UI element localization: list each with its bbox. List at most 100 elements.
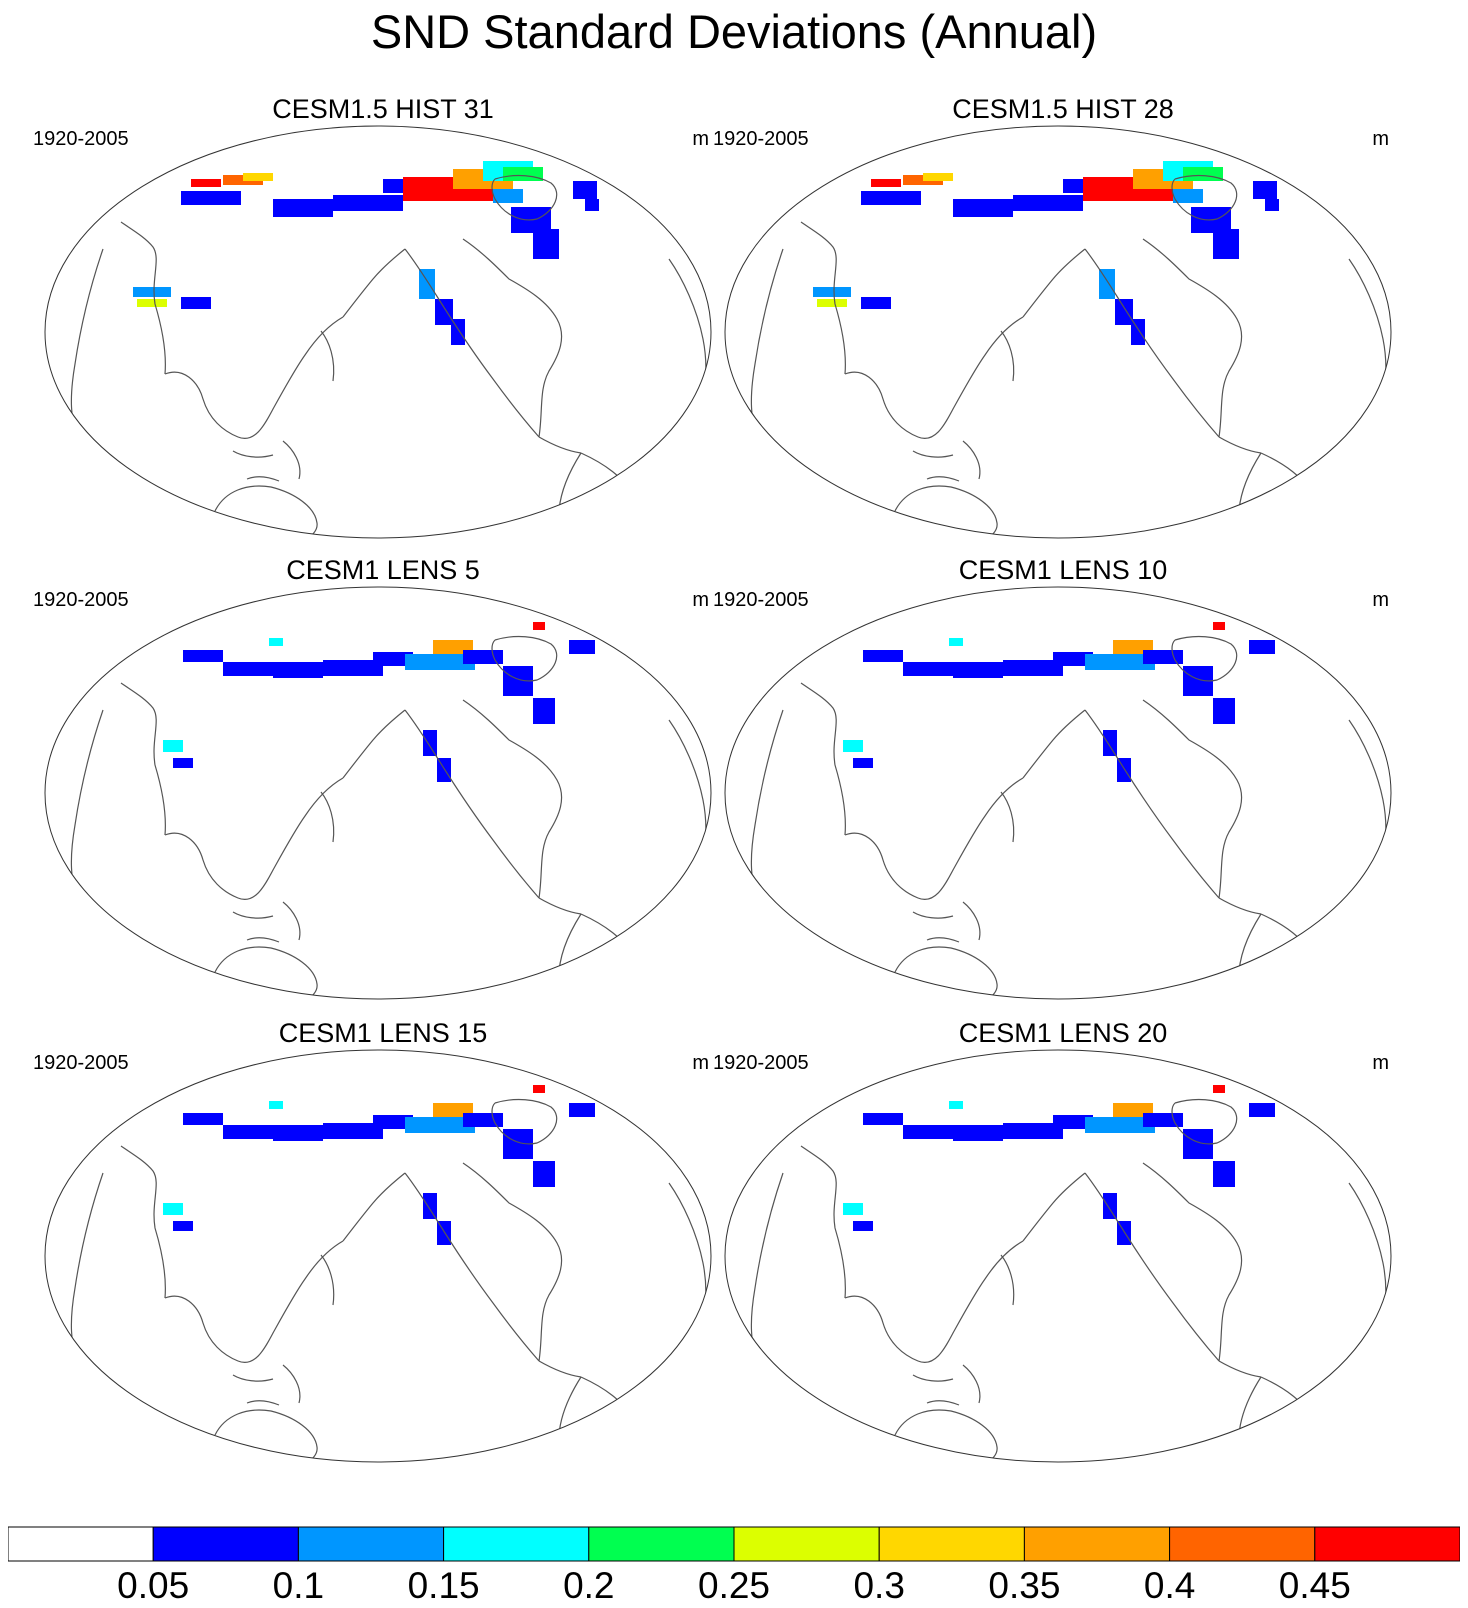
coastline [282, 1364, 301, 1404]
colorbar-tick-label: 0.15 [407, 1565, 480, 1606]
colorbar-swatch [1169, 1526, 1316, 1562]
snow-depth-patch [1085, 654, 1155, 670]
coastline [491, 635, 558, 682]
snow-depth-patch [223, 1125, 273, 1139]
snow-depth-patch [533, 229, 559, 259]
coastline [926, 476, 960, 482]
snow-depth-patch [163, 1203, 183, 1215]
snow-depth-patch [1249, 640, 1275, 654]
snow-depth-patch [1131, 319, 1145, 345]
ocean-background [45, 1050, 711, 1462]
snow-depth-patch [509, 553, 539, 554]
coastline [962, 440, 981, 480]
coastline [342, 1172, 406, 1242]
snow-depth-patch [1265, 199, 1279, 211]
snow-depth-patch [1183, 167, 1223, 181]
coastline [1022, 248, 1086, 318]
snow-depth-patch [1253, 181, 1277, 199]
coastline [1000, 330, 1015, 382]
snow-depth-patch [333, 195, 403, 211]
snow-depth-patch [451, 319, 465, 345]
coastline [214, 946, 318, 999]
colorbar-tick-label: 0.2 [563, 1565, 615, 1606]
coastline [326, 997, 334, 999]
coastline [538, 1360, 582, 1378]
map-boundary [724, 586, 1392, 1000]
snow-depth-patch [903, 662, 953, 676]
map-content [725, 587, 1391, 999]
panel-title: CESM1 LENS 10 [958, 555, 1168, 585]
coastline [120, 221, 166, 375]
coastline [462, 699, 563, 899]
snow-depth-patch [503, 1467, 519, 1473]
colorbar-tick-label: 0.45 [1278, 1565, 1351, 1606]
coastline [844, 1240, 1024, 1364]
snow-depth-patch [843, 740, 863, 752]
ocean-background [725, 587, 1391, 999]
snow-depth-patch [463, 650, 503, 664]
snow-depth-patch [273, 662, 323, 678]
colorbar-swatch [7, 1526, 154, 1562]
coastline [844, 316, 1024, 440]
coastline [342, 709, 406, 779]
snow-depth-patch [373, 652, 413, 666]
coastline [214, 485, 318, 538]
colorbar-swatch [443, 1526, 590, 1562]
coastline [1084, 709, 1220, 899]
snow-depth-patch [173, 758, 193, 768]
coastline [1171, 174, 1238, 221]
world-map [724, 1049, 1392, 1473]
snow-depth-patch [223, 662, 273, 676]
coastline [120, 1145, 166, 1299]
snow-depth-patch [181, 297, 211, 309]
coastline [1000, 1254, 1015, 1306]
figure-title: SND Standard Deviations (Annual) [370, 5, 1098, 58]
snow-depth-patch [133, 287, 171, 297]
snow-depth-patch [173, 1221, 193, 1231]
snow-depth-patch [863, 650, 903, 662]
panel-period-label: 1920-2005 [713, 128, 809, 150]
panel-period-label: 1920-2005 [33, 589, 129, 611]
snow-depth-patch [1003, 1123, 1063, 1139]
snow-depth-patch [533, 1085, 545, 1093]
snow-depth-patch [1213, 622, 1225, 630]
coastline [320, 330, 335, 382]
snow-depth-patch [843, 1203, 863, 1215]
snow-depth-patch [1099, 269, 1115, 299]
snow-depth-patch [423, 730, 437, 756]
coastline [404, 1172, 540, 1362]
coastline [246, 937, 280, 943]
panel-period-label: 1920-2005 [33, 128, 129, 150]
coastline [326, 536, 334, 538]
snow-depth-patch [923, 173, 953, 181]
ocean-background [725, 126, 1391, 538]
colorbar-swatch [1314, 1526, 1461, 1562]
coastline [246, 476, 280, 482]
ocean-background [725, 1050, 1391, 1462]
snow-depth-patch [861, 191, 921, 205]
coastline [164, 1240, 344, 1364]
snow-depth-patch [273, 199, 333, 217]
snow-depth-patch [323, 1123, 383, 1139]
snow-depth-patch [903, 1125, 953, 1139]
snow-depth-patch [1213, 229, 1239, 259]
snow-depth-patch [405, 1117, 475, 1133]
panel-title: CESM1 LENS 20 [958, 1018, 1168, 1048]
map-boundary [44, 125, 712, 539]
coastline [462, 1162, 563, 1362]
colorbar-tick-label: 0.25 [697, 1565, 771, 1606]
panel-units-label: m [1372, 1052, 1389, 1074]
coastline [462, 238, 563, 438]
coastline [326, 1460, 334, 1462]
coastline [1022, 709, 1086, 779]
colorbar-tick-label: 0.05 [117, 1565, 190, 1606]
coastline [1142, 238, 1243, 438]
ocean-background [45, 587, 711, 999]
snow-depth-patch [1213, 698, 1235, 724]
world-map [44, 586, 712, 1000]
snow-depth-patch [1103, 730, 1117, 756]
snow-depth-patch [813, 287, 851, 297]
map-content [45, 1050, 711, 1473]
panel-title: CESM1 LENS 15 [278, 1018, 488, 1048]
snow-depth-patch [1183, 1467, 1199, 1473]
